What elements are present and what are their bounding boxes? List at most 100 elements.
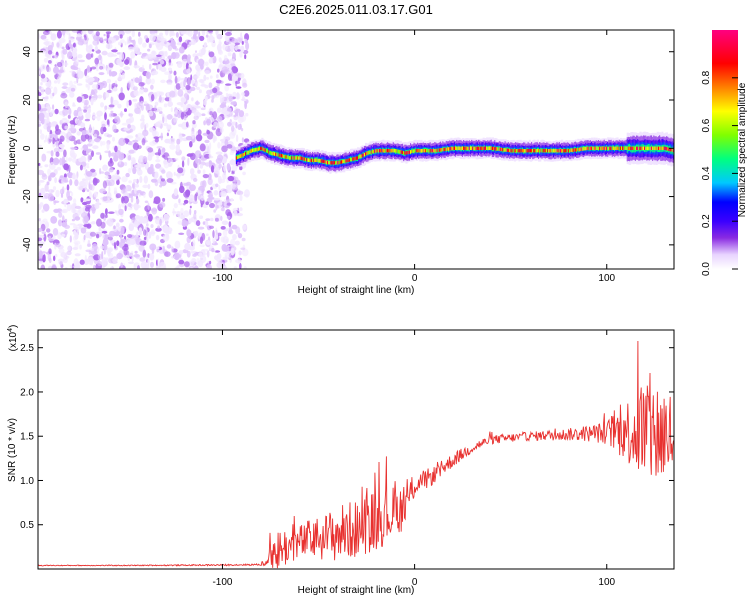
noise-blob — [199, 35, 205, 42]
noise-blob — [46, 117, 50, 124]
noise-blob — [99, 245, 105, 250]
ridge-core — [441, 148, 444, 152]
noise-blob — [175, 32, 179, 38]
noise-blob — [140, 122, 144, 130]
noise-blob — [112, 124, 117, 133]
ridge-core — [550, 149, 553, 153]
noise-blob — [96, 110, 103, 117]
ridge-core — [517, 149, 520, 153]
ridge-core — [587, 146, 590, 150]
noise-blob — [173, 52, 180, 59]
noise-blob — [85, 53, 92, 60]
noise-blob — [77, 54, 83, 59]
noise-blob — [181, 58, 188, 65]
noise-blob — [88, 44, 93, 50]
noise-blob — [103, 244, 108, 251]
noise-blob — [204, 61, 209, 67]
noise-blob — [163, 103, 168, 108]
noise-blob — [70, 192, 74, 197]
ridge-core — [306, 158, 309, 162]
noise-blob — [223, 164, 226, 172]
noise-blob — [208, 34, 214, 43]
noise-blob — [161, 113, 165, 118]
noise-blob — [206, 250, 210, 258]
noise-blob — [40, 264, 46, 269]
noise-blob — [120, 262, 124, 268]
noise-blob — [141, 64, 145, 69]
x-tick-label: 100 — [598, 273, 615, 284]
colorbar-ticks: 0.00.20.40.60.8 — [701, 70, 738, 276]
ridge-core — [336, 161, 339, 165]
noise-blob — [80, 197, 84, 203]
noise-blob — [111, 89, 114, 93]
noise-blob — [94, 45, 98, 51]
noise-blob — [133, 221, 139, 228]
noise-blob — [217, 121, 224, 129]
ridge-core — [358, 155, 361, 160]
noise-blob — [159, 179, 167, 187]
noise-blob — [155, 159, 161, 163]
noise-blob — [70, 87, 76, 92]
noise-blob — [178, 259, 185, 265]
noise-blob — [235, 226, 241, 235]
noise-blob — [66, 163, 69, 172]
noise-blob — [133, 47, 141, 55]
ridge-core — [614, 146, 617, 150]
noise-blob — [84, 179, 89, 186]
noise-blob — [141, 114, 145, 120]
ridge-core — [247, 150, 250, 155]
noise-blob — [88, 191, 92, 199]
noise-blob — [150, 224, 154, 228]
noise-blob — [223, 107, 228, 110]
noise-blob — [189, 168, 195, 175]
noise-blob — [228, 221, 232, 228]
noise-blob — [124, 205, 127, 212]
noise-blob — [101, 141, 106, 146]
noise-blob — [136, 198, 140, 205]
noise-blob — [215, 91, 223, 96]
noise-blob — [133, 65, 140, 69]
noise-blob — [123, 186, 126, 194]
noise-blob — [61, 30, 66, 36]
noise-blob — [160, 37, 167, 42]
noise-blob — [86, 163, 90, 167]
noise-blob — [38, 123, 42, 127]
noise-blob — [189, 141, 193, 148]
noise-blob — [67, 114, 71, 119]
noise-blob — [99, 154, 102, 161]
noise-blob — [229, 44, 235, 50]
ridge-core — [377, 149, 380, 153]
ridge-core — [347, 158, 350, 162]
noise-blob — [55, 243, 62, 248]
noise-blob — [149, 30, 156, 35]
noise-blob — [177, 167, 184, 174]
noise-blob — [44, 53, 50, 57]
noise-blob — [193, 212, 197, 220]
noise-blob — [142, 184, 149, 189]
noise-blob — [218, 65, 225, 68]
x-tick-label: -100 — [212, 577, 232, 588]
noise-blob — [143, 87, 149, 93]
noise-blob — [165, 115, 168, 123]
noise-blob — [92, 39, 100, 46]
noise-blob — [191, 97, 194, 102]
noise-blob — [43, 233, 47, 242]
ridge-core — [392, 149, 395, 153]
noise-blob — [233, 210, 238, 217]
ridge-core — [380, 149, 383, 153]
ridge-core — [597, 146, 601, 150]
noise-blob — [189, 152, 196, 161]
noise-blob — [218, 163, 222, 169]
noise-blob — [214, 233, 219, 240]
ridge-core — [448, 147, 451, 151]
noise-blob — [129, 57, 132, 66]
noise-blob — [138, 75, 143, 84]
noise-blob — [64, 125, 69, 130]
noise-blob — [181, 160, 185, 168]
noise-blob — [159, 59, 165, 65]
noise-blob — [136, 132, 144, 141]
noise-blob — [92, 145, 99, 150]
ridge-core — [331, 161, 334, 165]
ridge-core — [644, 146, 647, 150]
